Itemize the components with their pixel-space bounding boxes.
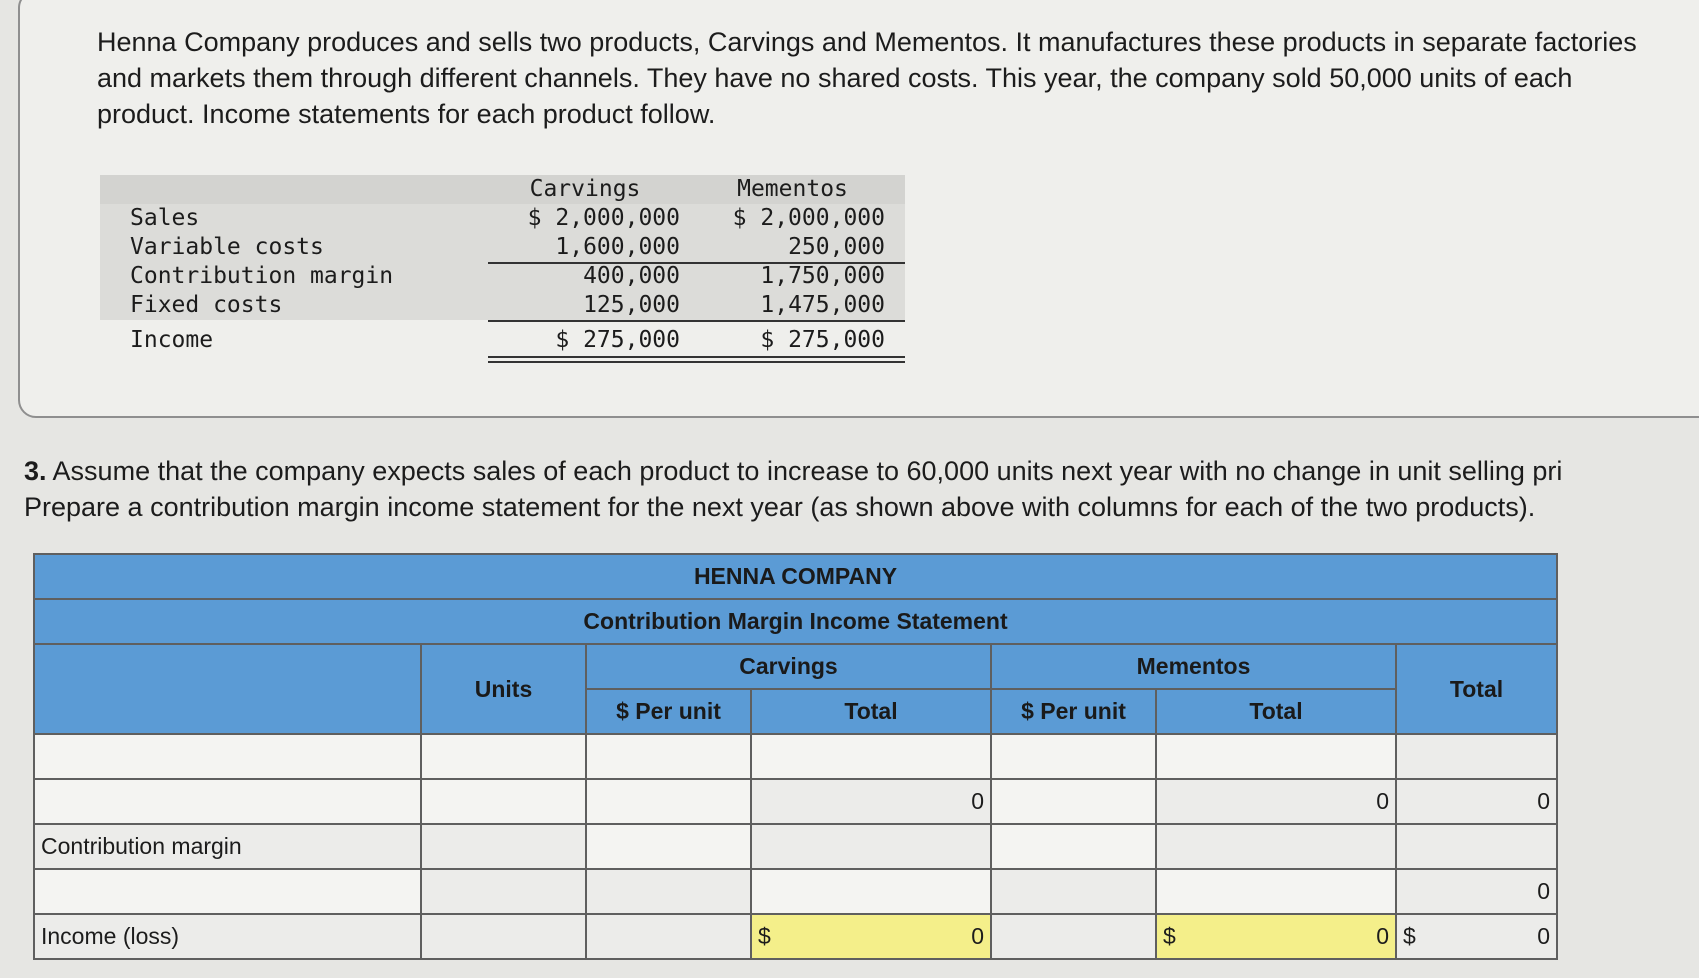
dollar-sign: $	[1163, 923, 1176, 949]
table-row: Income (loss) $ 0 $ 0 $ 0	[33, 913, 1559, 960]
statement-header: Carvings Mementos	[100, 175, 905, 204]
label-dropdown[interactable]	[33, 733, 422, 780]
mementos-per-unit-input[interactable]	[990, 823, 1157, 870]
carvings-total-input[interactable]	[750, 868, 992, 915]
income-loss-label: Income (loss)	[33, 913, 422, 960]
intro-text: Henna Company produces and sells two pro…	[97, 27, 1637, 129]
units-cell	[420, 823, 587, 870]
carvings-total-cell: 0	[750, 778, 992, 825]
mementos-total-input[interactable]	[1155, 868, 1397, 915]
col-carvings: Carvings	[585, 643, 992, 690]
carvings-per-unit-cell	[585, 868, 752, 915]
mementos-per-unit-header: $ Per unit	[990, 688, 1157, 735]
header-mementos: Mementos	[737, 176, 848, 202]
statement-row-sales: Sales $ 2,000,000 $ 2,000,000	[100, 204, 905, 233]
worksheet-company: HENNA COMPANY	[32, 553, 1559, 600]
table-row	[33, 733, 1559, 780]
double-rule-line	[488, 361, 905, 363]
carvings-per-unit-cell	[585, 913, 752, 960]
statement-row-fixed-costs: Fixed costs 125,000 1,475,000	[100, 291, 905, 320]
carvings-per-unit-input[interactable]	[585, 733, 752, 780]
worksheet-table: HENNA COMPANY Contribution Margin Income…	[32, 553, 1559, 960]
rule-line	[488, 262, 905, 264]
income-statement: Carvings Mementos Sales $ 2,000,000 $ 2,…	[100, 175, 905, 363]
mementos-total-cell: 0	[1155, 778, 1397, 825]
grand-total-cell: 0	[1394, 868, 1559, 915]
col-units: Units	[420, 643, 587, 735]
table-row: 0	[33, 868, 1559, 915]
carvings-income-cell: $ 0	[750, 913, 992, 960]
units-input[interactable]	[420, 778, 587, 825]
table-row: Contribution margin	[33, 823, 1559, 870]
label-column-header	[33, 643, 422, 735]
carvings-total-cell	[750, 823, 992, 870]
question-number: 3.	[24, 456, 47, 486]
dollar-sign: $	[758, 923, 771, 949]
label-dropdown[interactable]	[33, 868, 422, 915]
carvings-total-header: Total	[750, 688, 992, 735]
statement-row-contribution-margin: Contribution margin 400,000 1,750,000	[100, 262, 905, 291]
col-mementos: Mementos	[990, 643, 1397, 690]
units-input[interactable]	[420, 733, 587, 780]
statement-row-variable-costs: Variable costs 1,600,000 250,000	[100, 233, 905, 262]
table-row: 0 0 0	[33, 778, 1559, 825]
carvings-total-cell	[750, 733, 992, 780]
grand-total-cell: 0	[1394, 778, 1559, 825]
mementos-per-unit-input[interactable]	[990, 778, 1157, 825]
mementos-per-unit-cell	[990, 868, 1157, 915]
mementos-total-cell	[1155, 733, 1397, 780]
carvings-per-unit-input[interactable]	[585, 823, 752, 870]
grand-total-cell	[1394, 823, 1559, 870]
carvings-per-unit-input[interactable]	[585, 778, 752, 825]
grand-income-cell: $ 0	[1394, 913, 1559, 960]
statement-row-income: Income $ 275,000 $ 275,000	[100, 320, 905, 363]
dollar-sign: $	[1403, 923, 1416, 949]
units-cell	[420, 868, 587, 915]
double-rule-line	[488, 356, 905, 358]
mementos-per-unit-cell	[990, 913, 1157, 960]
worksheet-title: Contribution Margin Income Statement	[32, 598, 1559, 645]
mementos-income-cell: $ 0	[1155, 913, 1397, 960]
contribution-margin-label: Contribution margin	[33, 823, 422, 870]
mementos-per-unit-input[interactable]	[990, 733, 1157, 780]
question-text: 3. Assume that the company expects sales…	[24, 456, 1563, 522]
mementos-total-header: Total	[1155, 688, 1397, 735]
label-dropdown[interactable]	[33, 778, 422, 825]
col-total: Total	[1394, 643, 1559, 735]
units-cell	[420, 913, 587, 960]
mementos-total-cell	[1155, 823, 1397, 870]
header-carvings: Carvings	[529, 176, 641, 202]
rule-line	[488, 320, 905, 322]
carvings-per-unit-header: $ Per unit	[585, 688, 752, 735]
grand-total-cell	[1394, 733, 1559, 780]
